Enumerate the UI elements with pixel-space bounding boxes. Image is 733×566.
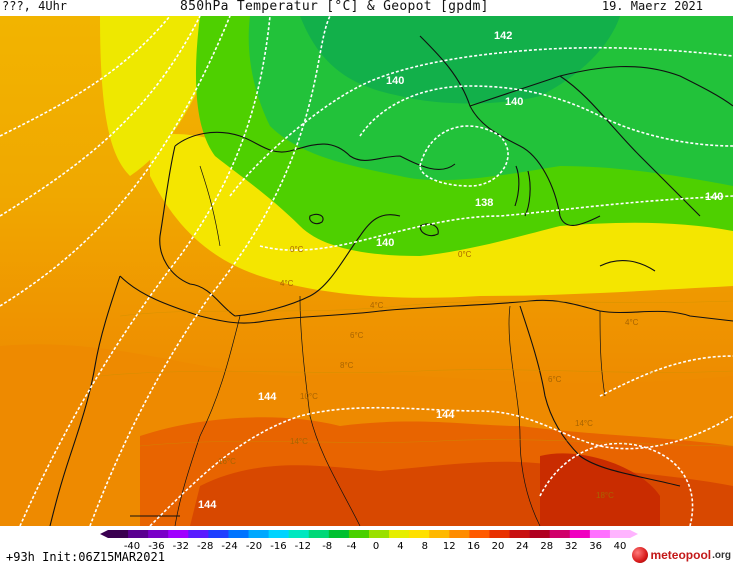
colorbar-tick-label: 40 (614, 541, 627, 550)
geopot-label: 144 (258, 391, 277, 403)
yellow-northwest (100, 16, 215, 176)
geopot-label: 144 (436, 409, 455, 421)
logo-tld: .org (712, 549, 731, 561)
colorbar-tick-label: -40 (124, 541, 140, 550)
colorbar-tick-label: -12 (295, 541, 311, 550)
weather-map: 142 140 140 140 138 140 144 144 144 0°C … (0, 16, 733, 526)
colorbar-segment (489, 530, 511, 538)
temp-label: 4°C (625, 318, 639, 327)
core-zone (540, 453, 660, 526)
temp-label: 4°C (370, 301, 384, 310)
colorbar-tick-label: 36 (589, 541, 602, 550)
temp-label: 8°C (340, 361, 354, 370)
colorbar-segments (100, 530, 638, 538)
colorbar-segment (389, 530, 410, 538)
colorbar-tick-label: 8 (422, 541, 428, 550)
geopot-label: 140 (376, 237, 394, 249)
colorbar-segment (248, 530, 270, 538)
colorbar-segment (589, 530, 611, 538)
colorbar-segment (569, 530, 591, 538)
colorbar-segment (268, 530, 290, 538)
geopot-label: 140 (705, 191, 723, 203)
temperature-colorbar: -40 -36 -32 -28 -24 -20 -16 -12 -8 -4 0 4 8 12 16 20 24 2… (100, 530, 638, 550)
colorbar-tick-label: 16 (467, 541, 480, 550)
temperature-labels: 0°C 0°C 4°C 4°C 6°C 8°C 10°C 14°C 16°C 1… (218, 245, 639, 500)
colorbar-segment (429, 530, 450, 538)
colorbar-tick-label: -8 (322, 541, 332, 550)
chart-title: 850hPa Temperatur [°C] & Geopot [gpdm] (180, 0, 489, 14)
model-label: ???, 4Uhr (2, 0, 68, 13)
colorbar-segment (308, 530, 330, 538)
temp-label: 0°C (290, 245, 304, 254)
temp-label: 0°C (458, 250, 472, 259)
colorbar-segment (328, 530, 350, 538)
meteopool-logo[interactable]: meteopool .org (632, 546, 731, 564)
colorbar-segment (369, 530, 390, 538)
geopot-label: 142 (494, 30, 512, 42)
temp-label: 16°C (218, 457, 236, 466)
temp-label: 6°C (548, 375, 562, 384)
colorbar-segment (348, 530, 370, 538)
yellow-band (150, 134, 733, 298)
colorbar-segment (509, 530, 531, 538)
colorbar-segment (449, 530, 470, 538)
country-borders (174, 165, 606, 526)
colorbar-tick-label: -28 (197, 541, 213, 550)
geopotential-contours (0, 16, 733, 526)
colorbar-tick-label: 28 (540, 541, 553, 550)
colorbar-segment (609, 530, 631, 538)
geopot-label: 138 (475, 197, 493, 209)
colorbar-tick-label: 4 (397, 541, 403, 550)
colorbar-segment (288, 530, 310, 538)
colorbar-tick-label: -20 (246, 541, 262, 550)
temp-label: 14°C (575, 419, 593, 428)
colorbar-min-arrow (100, 530, 108, 538)
geopotential-labels: 142 140 140 140 138 140 144 144 144 (198, 30, 723, 511)
colorbar-segment (469, 530, 490, 538)
colorbar-ticks: -40 -36 -32 -28 -24 -20 -16 -12 -8 -4 0 4 8 12 16 20 24 2… (124, 541, 627, 550)
colorbar-segment (188, 530, 209, 538)
colorbar-tick-label: -32 (173, 541, 189, 550)
temp-label: 6°C (350, 331, 364, 340)
colorbar-max-arrow (630, 530, 638, 538)
run-info: +93h Init:06Z15MAR2021 (6, 550, 165, 564)
colorbar-tick-label: -36 (148, 541, 164, 550)
colorbar-segment (529, 530, 551, 538)
colorbar-segment (208, 530, 229, 538)
colorbar-tick-label: 20 (492, 541, 505, 550)
valid-date: 19. Maerz 2021 (601, 0, 703, 13)
geopot-label: 140 (505, 96, 523, 108)
colorbar-segment (128, 530, 149, 538)
temp-label: 10°C (300, 392, 318, 401)
colorbar-tick-label: 32 (565, 541, 578, 550)
temperature-isotherms (99, 300, 733, 447)
colorbar-tick-label: -16 (270, 541, 286, 550)
colorbar-segment (148, 530, 169, 538)
colorbar-segment (108, 530, 129, 538)
colorbar-tick-label: -4 (347, 541, 357, 550)
footer-bar: -40 -36 -32 -28 -24 -20 -16 -12 -8 -4 0 4 8 12 16 20 24 2… (0, 526, 733, 566)
colorbar-segment (549, 530, 571, 538)
geopot-label: 144 (198, 499, 217, 511)
green-deep (300, 16, 620, 104)
colorbar-tick-label: 24 (516, 541, 529, 550)
logo-globe-icon (632, 547, 649, 563)
temp-label: 14°C (290, 437, 308, 446)
temp-label: 4°C (280, 279, 294, 288)
logo-brand: meteopool (650, 548, 712, 562)
temp-label: 18°C (596, 491, 614, 500)
colorbar-tick-label: 0 (373, 541, 379, 550)
colorbar-segment (228, 530, 250, 538)
colorbar-tick-label: -24 (221, 541, 237, 550)
colorbar-segment (168, 530, 189, 538)
colorbar-segment (409, 530, 430, 538)
colorbar-tick-label: 12 (443, 541, 456, 550)
header-bar: ???, 4Uhr 850hPa Temperatur [°C] & Geopo… (0, 0, 733, 16)
geopot-label: 140 (386, 75, 404, 87)
